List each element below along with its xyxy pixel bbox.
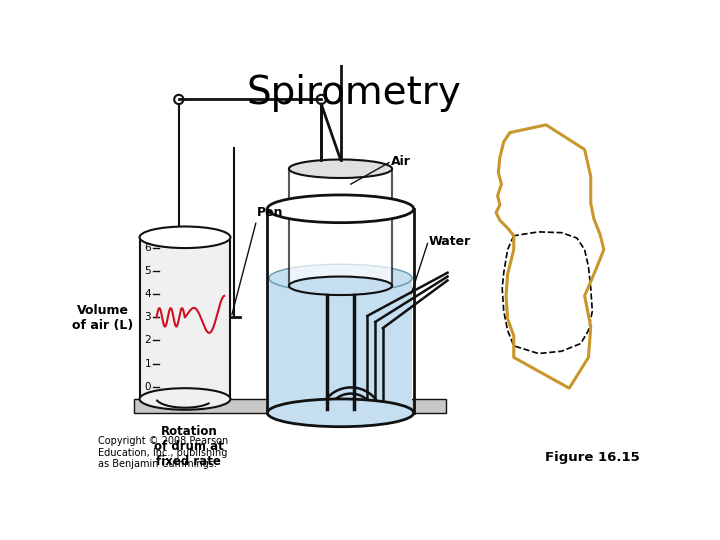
Ellipse shape: [267, 399, 414, 427]
Text: 4: 4: [145, 289, 151, 299]
Text: Air: Air: [390, 154, 410, 167]
Text: 6: 6: [145, 243, 151, 253]
Text: 5: 5: [145, 266, 151, 276]
Text: 1: 1: [145, 359, 151, 369]
Text: 0: 0: [145, 382, 151, 392]
Text: Spirometry: Spirometry: [246, 74, 461, 112]
FancyBboxPatch shape: [269, 209, 412, 413]
Ellipse shape: [140, 388, 230, 410]
Text: Pen: Pen: [256, 206, 283, 219]
Ellipse shape: [269, 264, 412, 292]
Ellipse shape: [289, 276, 392, 295]
FancyBboxPatch shape: [269, 209, 412, 278]
Text: Volume
of air (L): Volume of air (L): [72, 304, 133, 332]
Text: Figure 16.15: Figure 16.15: [545, 451, 640, 464]
Text: Rotation
of drum at
fixed rate: Rotation of drum at fixed rate: [154, 425, 224, 468]
FancyBboxPatch shape: [140, 237, 230, 399]
Ellipse shape: [140, 226, 230, 248]
Text: Water: Water: [429, 235, 472, 248]
FancyBboxPatch shape: [134, 399, 446, 413]
FancyBboxPatch shape: [289, 168, 392, 286]
Ellipse shape: [289, 159, 392, 178]
Text: 2: 2: [145, 335, 151, 346]
Text: 3: 3: [145, 312, 151, 322]
Text: Copyright © 2008 Pearson
Education, Inc., publishing
as Benjamin Cummings.: Copyright © 2008 Pearson Education, Inc.…: [98, 436, 228, 469]
Ellipse shape: [267, 195, 414, 222]
